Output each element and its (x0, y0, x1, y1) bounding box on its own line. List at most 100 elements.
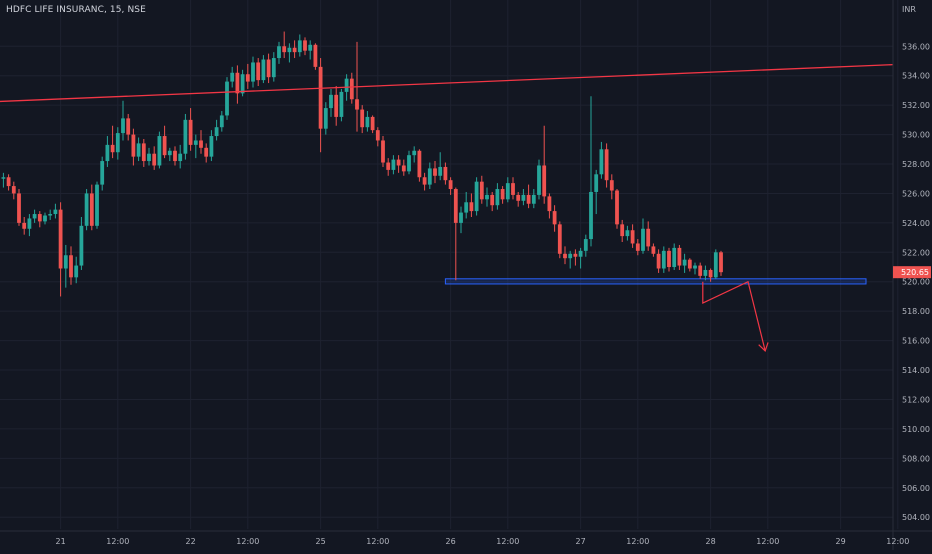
candle-body[interactable] (589, 191, 593, 240)
candle-body[interactable] (386, 162, 391, 170)
candle-body[interactable] (552, 211, 557, 225)
candle-body[interactable] (672, 247, 677, 268)
candle-body[interactable] (370, 116, 375, 131)
candle-body[interactable] (334, 94, 339, 117)
candle-body[interactable] (453, 189, 458, 223)
candle-body[interactable] (287, 47, 292, 53)
candle-body[interactable] (308, 44, 313, 51)
candle-body[interactable] (526, 194, 531, 204)
candle-body[interactable] (537, 165, 541, 195)
candle-body[interactable] (381, 140, 385, 163)
candle-body[interactable] (464, 202, 469, 213)
candle-body[interactable] (443, 166, 448, 181)
candle-body[interactable] (485, 194, 489, 200)
candle-body[interactable] (375, 130, 380, 141)
candle-body[interactable] (219, 115, 224, 128)
price-axis[interactable]: 536.00 534.00 532.00 530.00 528.00 526.00 524.… (892, 0, 931, 550)
candle-body[interactable] (115, 133, 120, 153)
candle-body[interactable] (6, 177, 11, 187)
candle-body[interactable] (100, 161, 105, 185)
candle-body[interactable] (474, 181, 479, 212)
drawings-layer[interactable] (444, 278, 867, 285)
candle-body[interactable] (479, 181, 484, 200)
candle-body[interactable] (630, 230, 635, 244)
candle-body[interactable] (199, 140, 203, 148)
chart-title[interactable]: HDFC LIFE INSURANC, 15, NSE (6, 5, 146, 15)
candle-body[interactable] (396, 159, 401, 166)
candle-body[interactable] (32, 214, 37, 219)
candle-body[interactable] (105, 144, 110, 162)
candle-body[interactable] (121, 118, 125, 134)
candle-body[interactable] (433, 168, 437, 176)
candle-body[interactable] (448, 180, 453, 190)
candle-body[interactable] (667, 250, 671, 268)
candle-body[interactable] (604, 149, 609, 181)
candle-body[interactable] (271, 58, 276, 78)
candle-body[interactable] (292, 47, 297, 53)
candle-body[interactable] (63, 255, 68, 269)
candle-body[interactable] (677, 247, 682, 266)
candle-body[interactable] (235, 72, 240, 94)
candle-body[interactable] (214, 127, 219, 137)
candle-body[interactable] (693, 265, 697, 269)
candle-body[interactable] (573, 253, 578, 257)
candle-body[interactable] (682, 259, 687, 266)
candle-body[interactable] (141, 143, 146, 162)
candle-body[interactable] (95, 184, 99, 226)
candle-body[interactable] (578, 250, 583, 257)
candle-body[interactable] (495, 189, 500, 206)
candle-body[interactable] (69, 255, 73, 278)
candle-body[interactable] (459, 212, 463, 223)
candle-body[interactable] (620, 224, 625, 237)
candle-body[interactable] (162, 136, 167, 156)
candle-body[interactable] (542, 165, 547, 197)
candle-body[interactable] (719, 252, 723, 273)
candle-body[interactable] (53, 209, 58, 215)
candle-body[interactable] (173, 150, 177, 162)
candle-body[interactable] (157, 136, 162, 166)
candle-body[interactable] (687, 259, 692, 269)
candle-body[interactable] (22, 222, 27, 229)
candle-body[interactable] (256, 62, 261, 81)
candle-body[interactable] (48, 214, 53, 216)
candle-body[interactable] (240, 74, 245, 94)
candle-body[interactable] (178, 153, 183, 162)
candle-body[interactable] (147, 153, 151, 162)
candle-body[interactable] (583, 239, 588, 251)
candle-body[interactable] (407, 155, 411, 172)
candle-body[interactable] (557, 224, 562, 254)
candle-body[interactable] (17, 193, 21, 223)
candle-body[interactable] (625, 230, 630, 237)
candle-body[interactable] (703, 269, 708, 276)
candle-body[interactable] (615, 190, 619, 225)
trendline-layer[interactable] (0, 64, 894, 353)
candle-body[interactable] (391, 159, 396, 170)
candle-body[interactable] (563, 253, 567, 259)
candle-body[interactable] (713, 252, 718, 278)
candle-body[interactable] (609, 180, 614, 191)
candle-body[interactable] (74, 265, 79, 278)
candle-body[interactable] (365, 116, 370, 128)
candles[interactable] (1, 31, 723, 297)
candle-body[interactable] (126, 118, 131, 135)
candle-body[interactable] (84, 193, 89, 226)
candle-body[interactable] (329, 94, 333, 109)
candle-body[interactable] (131, 134, 136, 157)
candle-body[interactable] (651, 246, 656, 254)
candle-body[interactable] (282, 46, 287, 53)
candle-body[interactable] (417, 150, 422, 178)
candle-body[interactable] (245, 74, 250, 82)
candle-body[interactable] (27, 218, 32, 229)
candle-body[interactable] (599, 149, 604, 175)
candle-body[interactable] (209, 136, 214, 157)
candle-body[interactable] (594, 174, 599, 192)
candle-body[interactable] (313, 44, 318, 67)
candle-body[interactable] (136, 143, 141, 157)
candle-body[interactable] (360, 109, 365, 128)
support-zone-box[interactable] (444, 278, 867, 285)
candle-body[interactable] (152, 153, 157, 166)
candle-body[interactable] (188, 119, 193, 145)
candle-body[interactable] (1, 177, 6, 179)
candle-body[interactable] (355, 99, 359, 110)
candle-body[interactable] (646, 228, 651, 247)
